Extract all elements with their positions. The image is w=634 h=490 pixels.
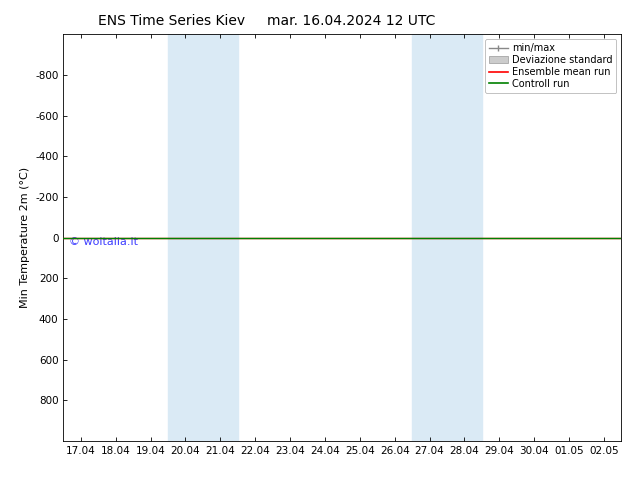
Legend: min/max, Deviazione standard, Ensemble mean run, Controll run: min/max, Deviazione standard, Ensemble m… — [485, 39, 616, 93]
Bar — [412, 34, 482, 441]
Bar — [168, 34, 238, 441]
Text: ENS Time Series Kiev     mar. 16.04.2024 12 UTC: ENS Time Series Kiev mar. 16.04.2024 12 … — [98, 14, 435, 28]
Y-axis label: Min Temperature 2m (°C): Min Temperature 2m (°C) — [20, 167, 30, 308]
Text: © woitalia.it: © woitalia.it — [69, 237, 138, 247]
